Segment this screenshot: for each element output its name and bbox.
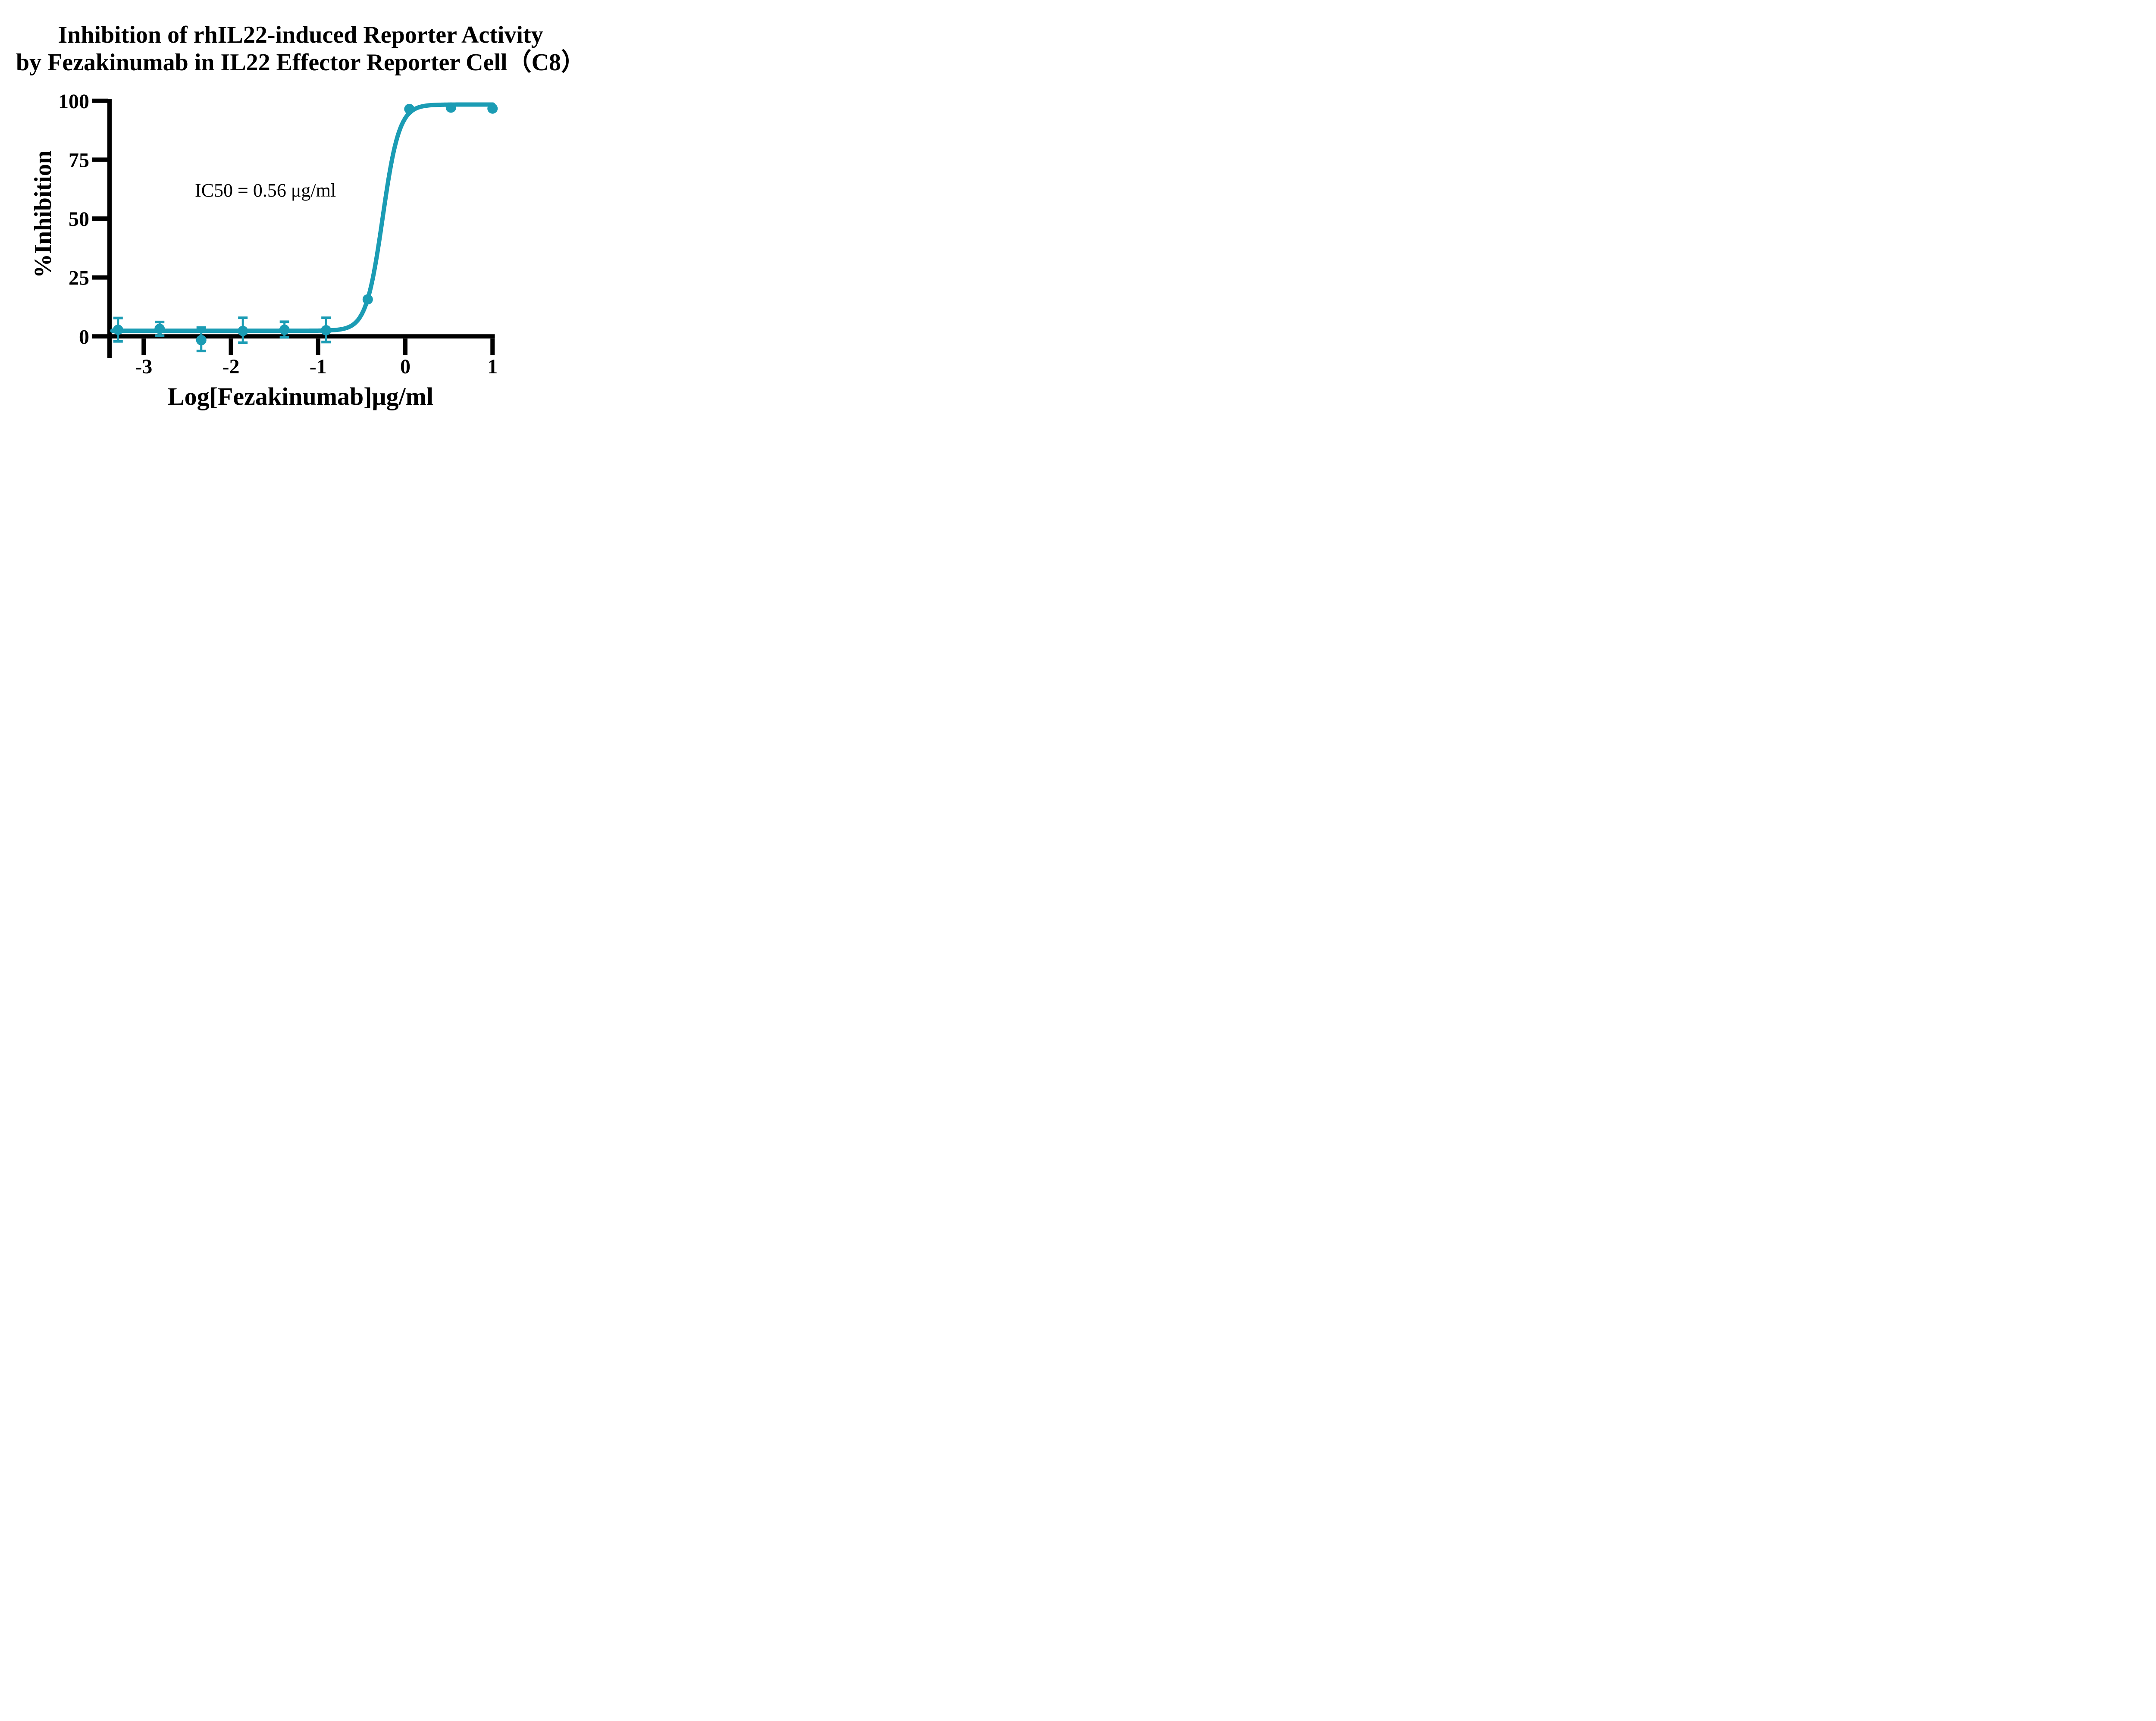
data-point — [279, 324, 290, 335]
fit-curve — [110, 102, 495, 333]
y-tick-label: 75 — [69, 149, 89, 172]
x-tick-label: -2 — [222, 355, 240, 378]
figure: Inhibition of rhIL22-induced Reporter Ac… — [0, 0, 601, 430]
data-point — [487, 103, 498, 114]
x-tick-label: -1 — [310, 355, 327, 378]
plot-area: 0 25 50 75 100 -3 -2 -1 0 1 — [58, 90, 498, 378]
y-tick-label: 100 — [58, 90, 89, 113]
data-point — [113, 324, 123, 335]
y-tick-label: 25 — [69, 267, 89, 290]
data-point — [238, 325, 248, 336]
chart-title-line1: Inhibition of rhIL22-induced Reporter Ac… — [58, 22, 543, 48]
data-point — [362, 294, 373, 305]
chart-title: Inhibition of rhIL22-induced Reporter Ac… — [0, 21, 601, 76]
y-tick-label: 0 — [79, 325, 89, 348]
data-point — [321, 325, 332, 336]
x-tick-label: -3 — [135, 355, 152, 378]
data-point — [196, 335, 207, 345]
data-point — [404, 103, 415, 114]
ic50-annotation: IC50 = 0.56 μg/ml — [195, 180, 336, 201]
data-point — [154, 323, 165, 334]
y-tick-label: 50 — [69, 208, 89, 231]
x-axis-title: Log[Fezakinumab]μg/ml — [167, 382, 434, 410]
y-axis-title: %Inhibition — [30, 150, 56, 278]
x-tick-label: 1 — [487, 355, 498, 378]
chart-title-line2: by Fezakinumab in IL22 Effector Reporter… — [16, 49, 586, 76]
x-tick-label: 0 — [400, 355, 411, 378]
data-point — [445, 102, 456, 113]
